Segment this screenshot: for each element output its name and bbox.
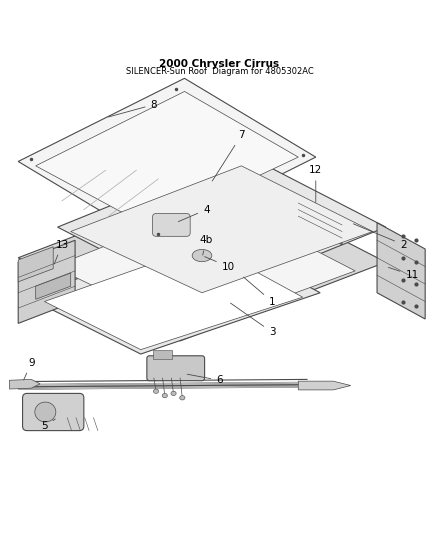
Polygon shape <box>18 179 385 341</box>
Ellipse shape <box>170 391 176 395</box>
Text: 6: 6 <box>187 374 223 385</box>
Text: 2000 Chrysler Cirrus: 2000 Chrysler Cirrus <box>159 59 279 69</box>
Polygon shape <box>44 245 302 350</box>
Text: 8: 8 <box>108 100 157 117</box>
Polygon shape <box>27 231 319 354</box>
Polygon shape <box>18 240 75 324</box>
FancyBboxPatch shape <box>147 356 204 381</box>
Polygon shape <box>297 197 341 245</box>
Text: 10: 10 <box>204 256 234 271</box>
Polygon shape <box>297 381 350 390</box>
Text: 4: 4 <box>178 205 209 222</box>
Polygon shape <box>57 153 385 302</box>
Text: 2: 2 <box>353 224 406 249</box>
Text: SILENCER-Sun Roof  Diagram for 4805302AC: SILENCER-Sun Roof Diagram for 4805302AC <box>125 67 313 76</box>
Text: 13: 13 <box>54 240 68 264</box>
Polygon shape <box>18 78 315 240</box>
Ellipse shape <box>162 393 167 398</box>
Ellipse shape <box>35 402 56 422</box>
Polygon shape <box>376 223 424 319</box>
Ellipse shape <box>179 395 184 400</box>
Text: 3: 3 <box>230 303 275 337</box>
Text: 12: 12 <box>308 165 321 203</box>
FancyBboxPatch shape <box>152 214 190 236</box>
FancyBboxPatch shape <box>152 350 172 359</box>
Text: 7: 7 <box>212 130 244 181</box>
Polygon shape <box>71 166 372 293</box>
Polygon shape <box>18 247 53 282</box>
Polygon shape <box>35 273 71 300</box>
Text: 5: 5 <box>41 419 55 431</box>
Polygon shape <box>53 201 354 332</box>
Text: 4b: 4b <box>199 235 212 255</box>
Polygon shape <box>35 92 297 227</box>
Text: 9: 9 <box>24 358 35 380</box>
Text: 1: 1 <box>243 277 275 306</box>
Ellipse shape <box>192 249 212 262</box>
FancyBboxPatch shape <box>22 393 84 431</box>
Ellipse shape <box>153 389 158 393</box>
Polygon shape <box>10 379 40 389</box>
Text: 11: 11 <box>388 268 418 280</box>
